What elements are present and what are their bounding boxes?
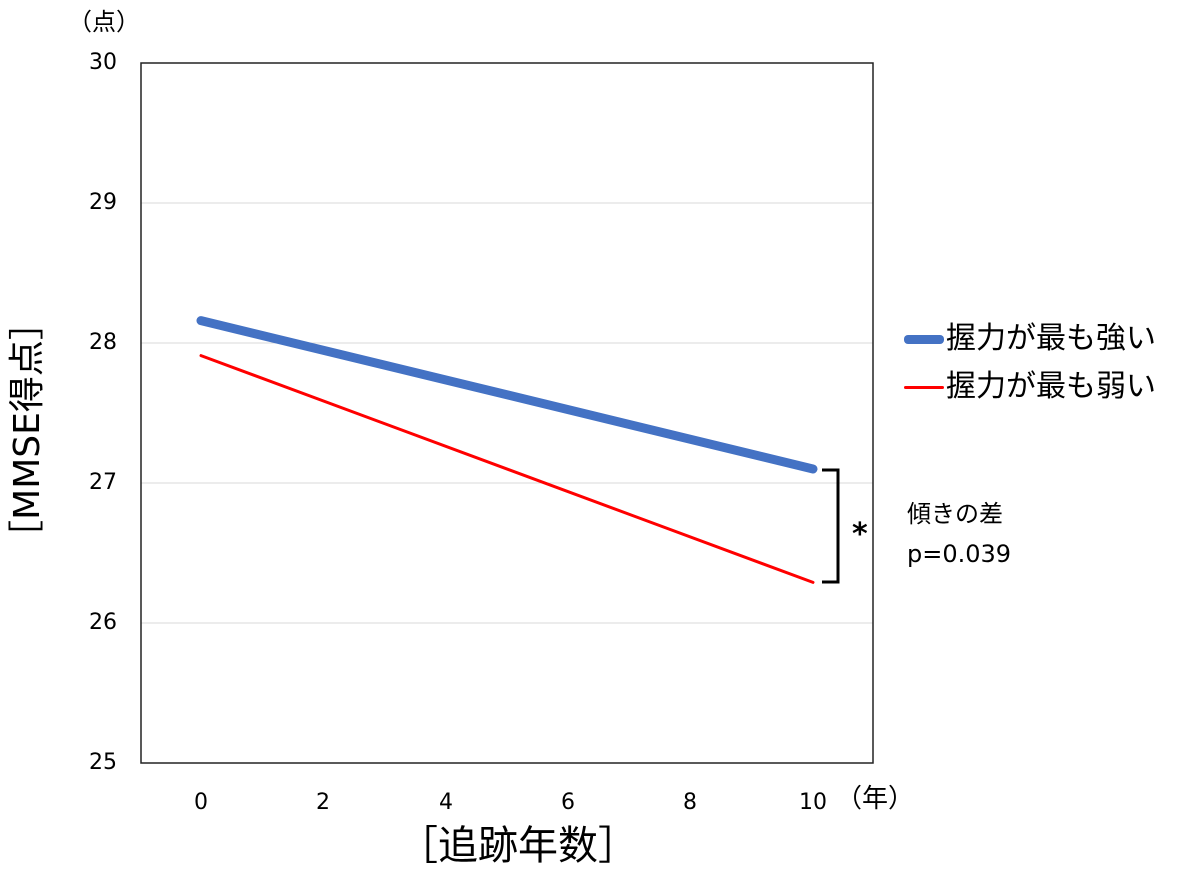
plot-area-frame [140, 62, 874, 764]
x-axis-unit: （年） [836, 784, 915, 814]
y-tick-27: 27 [89, 470, 117, 495]
legend-label: 握力が最も弱い [946, 369, 1156, 404]
slope-difference-label: 傾きの差 [907, 500, 1003, 528]
y-axis-title: ［MMSE得点］ [7, 304, 48, 556]
significance-bracket [822, 468, 840, 584]
x-tick-6: 6 [561, 790, 575, 815]
x-tick-2: 2 [316, 790, 330, 815]
x-tick-0: 0 [194, 790, 208, 815]
legend-item-weakest: 握力が最も弱い [904, 372, 1156, 402]
y-tick-25: 25 [89, 750, 117, 775]
y-tick-28: 28 [89, 330, 117, 355]
legend-swatch-red-line-icon [904, 385, 944, 389]
legend-item-strongest: 握力が最も強い [904, 324, 1156, 354]
x-axis-title: ［追跡年数］ [398, 823, 638, 869]
x-tick-8: 8 [683, 790, 697, 815]
significance-asterisk: * [852, 517, 868, 552]
x-tick-10: 10 [799, 790, 827, 815]
y-tick-26: 26 [89, 610, 117, 635]
gridlines [141, 202, 873, 624]
series-line-strongest-grip [196, 316, 818, 474]
x-tick-4: 4 [439, 790, 453, 815]
p-value-label: p=0.039 [907, 540, 1012, 568]
legend-swatch-blue-line-icon [904, 334, 944, 344]
y-tick-29: 29 [89, 190, 117, 215]
series-line-weakest-grip [199, 354, 815, 584]
legend-label: 握力が最も強い [946, 321, 1156, 356]
y-axis-unit: （点） [68, 8, 140, 36]
y-tick-30: 30 [89, 50, 117, 75]
